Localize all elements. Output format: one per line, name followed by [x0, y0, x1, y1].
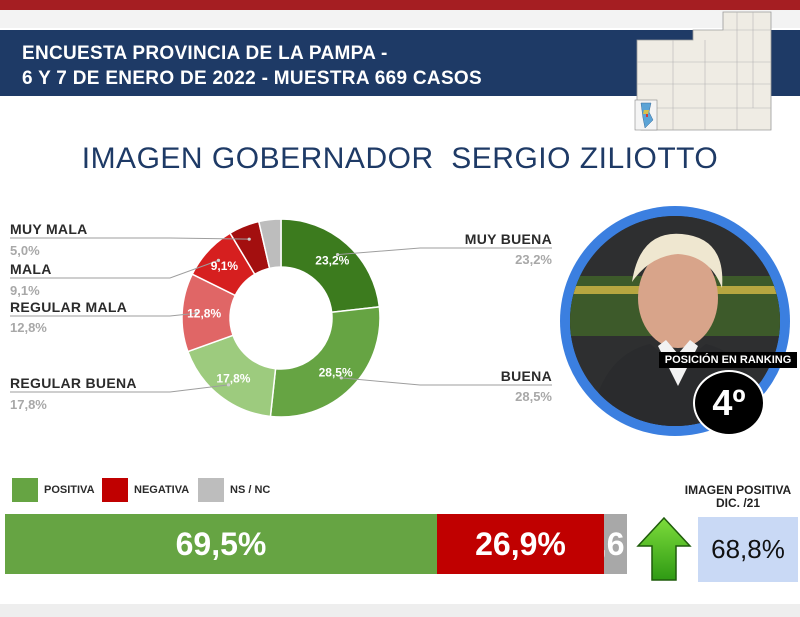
key-swatch-positiva [12, 478, 38, 502]
legend-value-mala: 9,1% [10, 283, 40, 298]
donut-value-label: 9,1% [211, 259, 239, 273]
donut-slice-muy-mala [229, 220, 271, 276]
donut-value-label: 17,8% [216, 372, 250, 386]
donut-slice-buena [269, 305, 381, 418]
leader-dot [194, 311, 198, 315]
leader-dot [247, 237, 251, 241]
top-gray-strip [0, 10, 800, 28]
donut-slice-regular-mala [181, 273, 237, 353]
page-title: IMAGEN GOBERNADOR SERGIO ZILIOTTO [81, 142, 719, 175]
key-label-positiva: POSITIVA [44, 484, 95, 496]
leader-dot [216, 258, 221, 263]
legend-name-muy-buena: MUY BUENA [464, 231, 552, 247]
ranking-label: POSICIÓN EN RANKING [659, 352, 797, 368]
bar-value-label: 69,5% [175, 526, 267, 562]
bar-segment-positiva: 69,5% [5, 514, 437, 574]
up-arrow-icon [636, 516, 692, 581]
legend-name-buena: BUENA [500, 368, 552, 384]
legend-value-regular-buena: 17,8% [10, 397, 47, 412]
bar-value-label: 26,9% [475, 526, 566, 562]
top-accent-strip [0, 0, 800, 10]
bar-segment-negativa: 26,9% [437, 514, 604, 574]
donut-slice-muy-buena [280, 218, 381, 314]
key-swatch-nsnc [198, 478, 224, 502]
bottom-strip [0, 604, 800, 617]
ranking-badge: 4º [693, 370, 765, 436]
legend-value-regular-mala: 12,8% [10, 320, 47, 335]
header-line-1: ENCUESTA PROVINCIA DE LA PAMPA - [22, 43, 388, 64]
previous-positive-title: IMAGEN POSITIVA DIC. /21 [684, 483, 792, 510]
stacked-bar: 69,5% 26,9% 3,6 [5, 514, 627, 574]
previous-positive-value: 68,8% [698, 517, 798, 582]
donut-value-label: 23,2% [315, 254, 349, 268]
legend-name-mala: MALA [10, 261, 52, 277]
la-pampa-map [634, 11, 772, 131]
leader-dot [339, 376, 343, 380]
key-swatch-negativa [102, 478, 128, 502]
donut-value-label: 28,5% [319, 365, 353, 379]
donut-value-label: 12,8% [187, 307, 221, 321]
legend-name-regular-buena: REGULAR BUENA [10, 375, 137, 391]
legend-name-regular-mala: REGULAR MALA [10, 299, 128, 315]
donut-slice-mala [191, 232, 256, 297]
donut-slice-ns-nc [257, 218, 282, 270]
legend-name-muy-mala: MUY MALA [10, 221, 88, 237]
key-label-negativa: NEGATIVA [134, 484, 190, 496]
bar-value-label: 3,6 [604, 526, 625, 562]
legend-value-buena: 28,5% [515, 389, 552, 404]
key-label-nsnc: NS / NC [230, 484, 271, 496]
legend-value-muy-buena: 23,2% [515, 252, 552, 267]
bar-segment-ns-nc: 3,6 [604, 514, 627, 574]
leader-line [10, 237, 250, 240]
legend-value-muy-mala: 5,0% [10, 243, 40, 258]
leader-dot [336, 252, 340, 257]
leader-dot [226, 383, 231, 387]
donut-slice-regular-buena [186, 334, 277, 418]
header-line-2: 6 Y 7 DE ENERO DE 2022 - MUESTRA 669 CAS… [22, 68, 482, 89]
